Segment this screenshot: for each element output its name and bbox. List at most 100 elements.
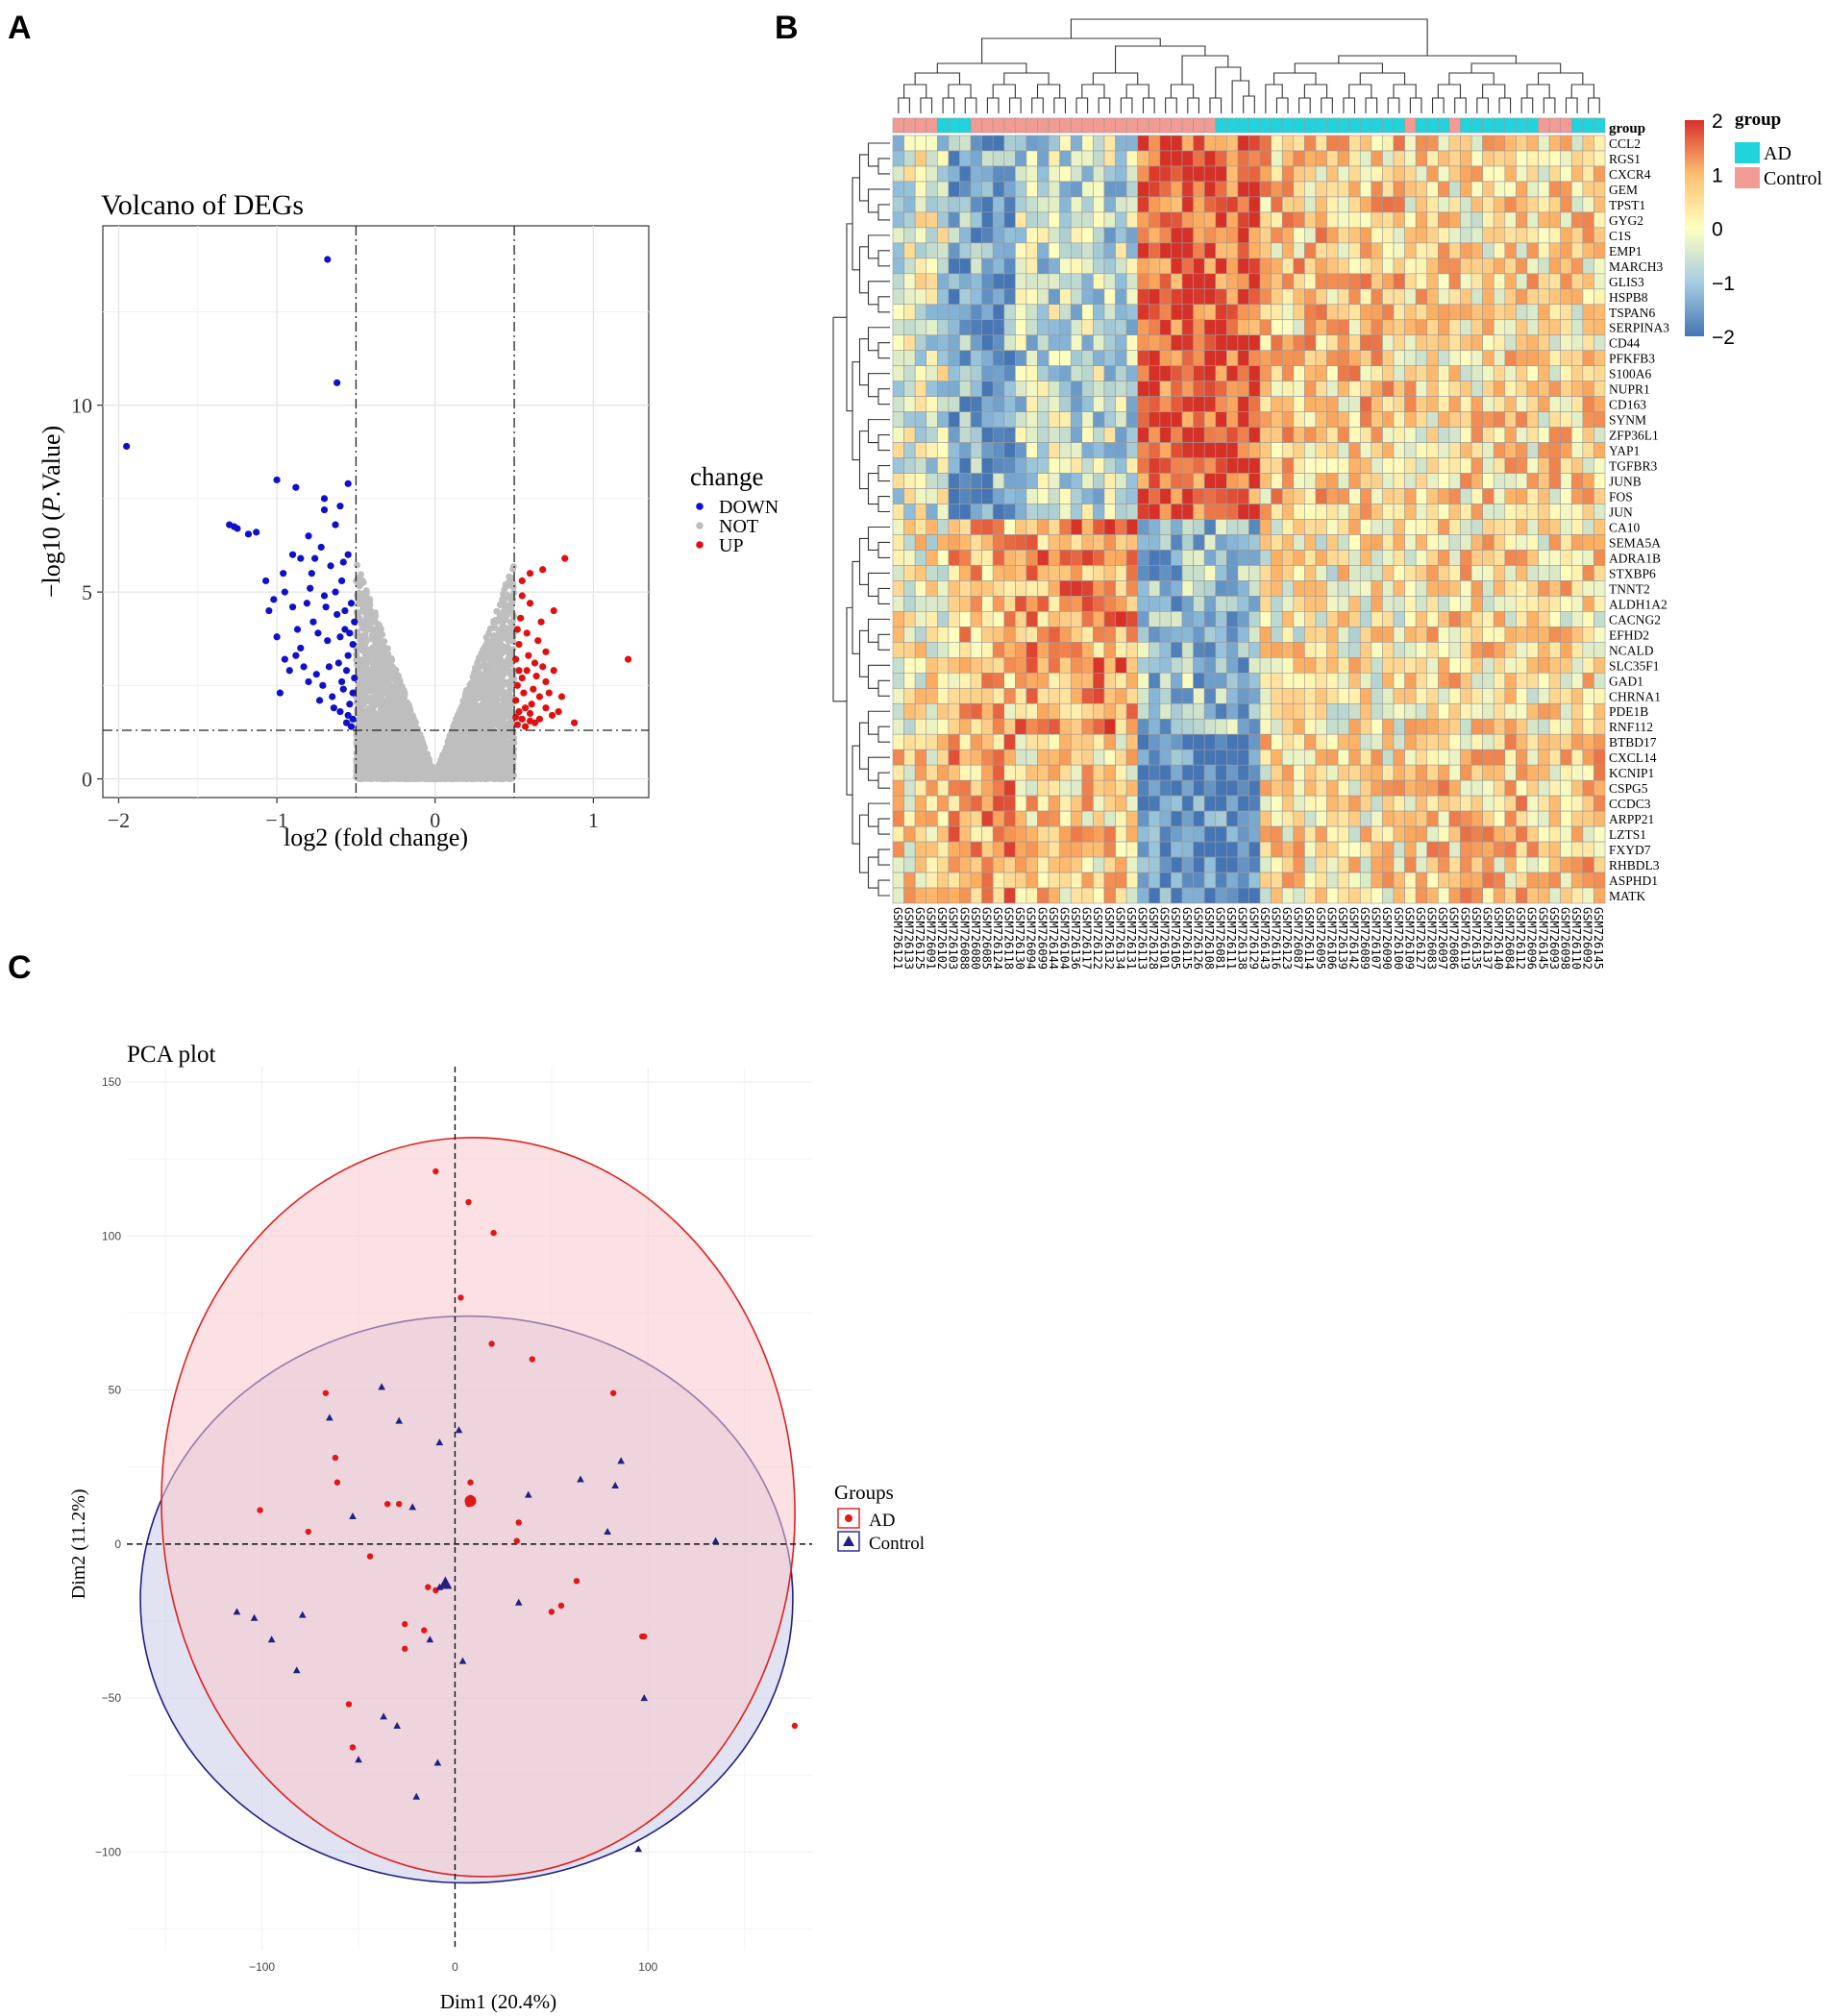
heatmap-cell xyxy=(1337,211,1350,229)
volcano-point-not xyxy=(471,774,479,782)
volcano-point-not xyxy=(391,772,399,779)
heatmap-cell xyxy=(1137,227,1149,244)
heatmap-cell xyxy=(937,165,950,183)
volcano-point-not xyxy=(395,672,402,679)
volcano-point-up xyxy=(513,626,521,633)
heatmap-cell xyxy=(937,181,950,198)
heatmap-cell xyxy=(1248,211,1261,229)
heatmap-cell xyxy=(1025,196,1038,213)
heatmap-cell xyxy=(1570,242,1584,259)
heatmap-cell xyxy=(1171,150,1183,167)
heatmap-cell xyxy=(1426,227,1439,244)
volcano-point-up xyxy=(530,685,537,693)
volcano-point-not xyxy=(368,636,376,643)
volcano-point-not xyxy=(374,641,382,649)
volcano-point-not xyxy=(420,774,427,782)
volcano-point-down xyxy=(332,521,339,529)
volcano-point-not xyxy=(448,743,456,750)
volcano-point-not xyxy=(507,761,515,769)
heatmap-cell xyxy=(1215,196,1227,213)
heatmap-cell xyxy=(1003,242,1016,259)
heatmap-cell xyxy=(926,165,938,183)
heatmap-cell xyxy=(1203,242,1217,259)
heatmap-cell xyxy=(1315,211,1327,229)
heatmap-cell xyxy=(1315,242,1327,259)
heatmap-cell xyxy=(1103,242,1116,259)
volcano-point-not xyxy=(373,743,380,750)
heatmap-cell xyxy=(1171,181,1183,198)
heatmap-cell xyxy=(1015,227,1027,244)
heatmap-cell xyxy=(1103,227,1116,244)
heatmap-cell xyxy=(1482,150,1495,167)
heatmap-cell xyxy=(1348,258,1361,275)
heatmap-cell xyxy=(1526,165,1539,183)
heatmap-cell xyxy=(1516,181,1528,198)
heatmap-cell xyxy=(1259,273,1272,290)
volcano-point-not xyxy=(393,695,401,702)
heatmap-cell xyxy=(1003,227,1016,244)
heatmap-cell xyxy=(1526,242,1539,259)
volcano-point-not xyxy=(505,748,511,755)
volcano-point-down xyxy=(273,633,281,641)
volcano-point-not xyxy=(363,743,370,750)
heatmap-cell xyxy=(1293,227,1305,244)
heatmap-cell xyxy=(1281,258,1295,275)
volcano-point-not xyxy=(470,750,478,758)
volcano-point-not xyxy=(499,624,506,631)
heatmap-cell xyxy=(1393,211,1405,229)
heatmap-cell xyxy=(1159,227,1172,244)
heatmap-cell xyxy=(1037,273,1050,290)
heatmap-cell xyxy=(992,150,1005,167)
heatmap-cell xyxy=(1426,242,1439,259)
heatmap-cell xyxy=(1526,258,1539,275)
heatmap-cell xyxy=(903,227,916,244)
heatmap-cell xyxy=(1048,258,1060,275)
heatmap-cell xyxy=(1171,165,1183,183)
volcano-point-down xyxy=(346,629,354,637)
heatmap-cell xyxy=(1281,273,1295,290)
volcano-point-not xyxy=(473,672,480,679)
heatmap-cell xyxy=(1137,196,1149,213)
volcano-point-down xyxy=(305,532,312,540)
volcano-point-up xyxy=(520,689,528,697)
volcano-point-not xyxy=(386,759,394,767)
volcano-point-not xyxy=(504,707,511,715)
heatmap-cell xyxy=(1582,135,1594,152)
heatmap-cell xyxy=(1304,258,1317,275)
volcano-point-not xyxy=(388,663,396,671)
heatmap-cell xyxy=(1215,165,1227,183)
heatmap-cell xyxy=(1570,150,1584,167)
volcano-point-not xyxy=(495,701,503,709)
heatmap-cell xyxy=(970,181,982,198)
heatmap-cell xyxy=(1516,242,1528,259)
heatmap-cell xyxy=(1148,196,1161,213)
volcano-point-up xyxy=(512,655,520,663)
volcano-point-not xyxy=(501,606,508,614)
heatmap-cell xyxy=(1426,135,1439,152)
heatmap-cell xyxy=(1448,135,1461,152)
heatmap-cell xyxy=(1371,258,1383,275)
heatmap-cell xyxy=(1281,242,1295,259)
heatmap-cell xyxy=(1504,135,1517,152)
heatmap-cell xyxy=(1025,165,1038,183)
volcano-point-down xyxy=(333,379,341,386)
volcano-point-not xyxy=(357,637,364,645)
heatmap-cell xyxy=(1293,242,1305,259)
heatmap-cell xyxy=(1248,242,1261,259)
heatmap-cell xyxy=(1181,150,1194,167)
heatmap-cell xyxy=(1237,227,1249,244)
volcano-point-up xyxy=(526,600,534,607)
volcano-point-up xyxy=(537,618,545,626)
heatmap-cell xyxy=(1516,135,1528,152)
volcano-point-not xyxy=(391,684,399,692)
volcano-point-not xyxy=(378,626,384,633)
heatmap-cell xyxy=(1315,227,1327,244)
heatmap-cell xyxy=(1025,135,1038,152)
heatmap-cell xyxy=(1593,181,1606,198)
volcano-point-not xyxy=(461,701,469,708)
heatmap-cell xyxy=(1404,211,1417,229)
heatmap-cell xyxy=(1326,181,1339,198)
volcano-point-up xyxy=(534,637,542,645)
heatmap-cell xyxy=(1570,165,1584,183)
volcano-point-not xyxy=(492,616,500,624)
